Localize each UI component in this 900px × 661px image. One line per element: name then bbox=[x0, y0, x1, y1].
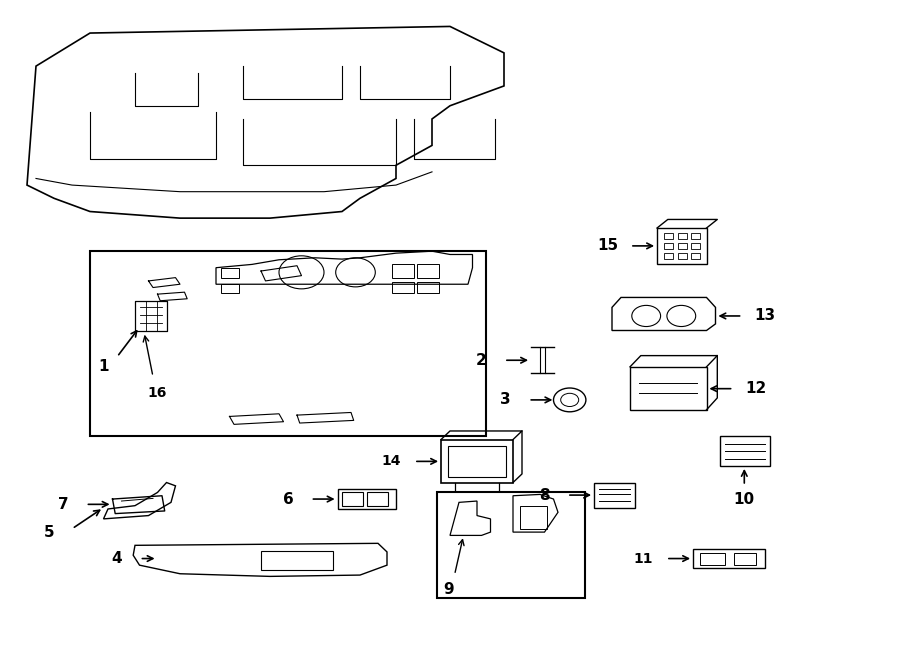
Bar bbox=[220, 284, 238, 293]
Text: 10: 10 bbox=[734, 492, 755, 506]
Bar bbox=[664, 233, 673, 239]
Bar bbox=[417, 282, 439, 293]
Text: 16: 16 bbox=[148, 386, 167, 401]
Bar bbox=[594, 483, 634, 508]
Text: 9: 9 bbox=[443, 582, 454, 597]
Bar bbox=[90, 251, 486, 436]
Bar bbox=[691, 243, 700, 249]
Bar bbox=[367, 492, 388, 506]
Bar bbox=[734, 553, 756, 565]
Bar bbox=[441, 440, 513, 483]
Text: 2: 2 bbox=[476, 353, 487, 368]
Bar bbox=[338, 489, 396, 509]
Bar bbox=[693, 549, 765, 568]
Text: 5: 5 bbox=[44, 525, 55, 539]
Bar bbox=[342, 492, 363, 506]
Text: 12: 12 bbox=[745, 381, 767, 396]
Bar bbox=[392, 282, 414, 293]
Bar bbox=[448, 446, 506, 477]
Bar bbox=[520, 506, 547, 529]
Bar bbox=[691, 233, 700, 239]
Text: 13: 13 bbox=[754, 309, 776, 323]
Bar bbox=[691, 253, 700, 259]
Bar bbox=[678, 253, 687, 259]
Bar bbox=[678, 233, 687, 239]
Bar bbox=[664, 243, 673, 249]
Text: 15: 15 bbox=[597, 239, 618, 253]
Bar bbox=[657, 228, 706, 264]
Bar bbox=[220, 268, 238, 278]
Text: 6: 6 bbox=[283, 492, 293, 506]
Bar bbox=[700, 553, 725, 565]
Text: 11: 11 bbox=[634, 551, 653, 566]
Bar bbox=[261, 551, 333, 570]
Bar bbox=[392, 264, 414, 278]
Bar bbox=[630, 367, 707, 410]
Bar bbox=[678, 243, 687, 249]
Text: 14: 14 bbox=[382, 454, 401, 469]
Text: 3: 3 bbox=[500, 393, 511, 407]
Bar bbox=[664, 253, 673, 259]
Bar bbox=[720, 436, 770, 466]
Bar bbox=[417, 264, 439, 278]
Text: 7: 7 bbox=[58, 497, 68, 512]
Text: 4: 4 bbox=[112, 551, 122, 566]
Text: 8: 8 bbox=[539, 488, 550, 502]
Bar bbox=[436, 492, 585, 598]
Text: 1: 1 bbox=[98, 360, 109, 374]
